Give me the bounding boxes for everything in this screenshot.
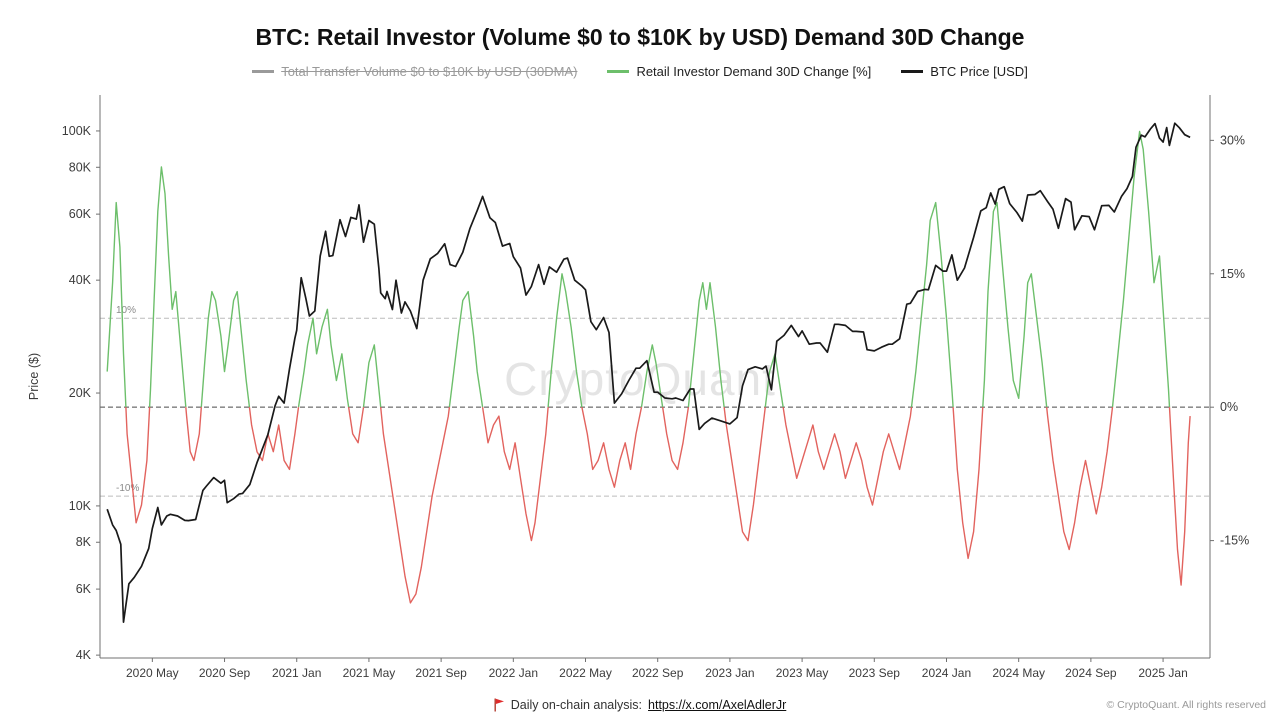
footer-link[interactable]: https://x.com/AxelAdlerJr (648, 698, 787, 712)
chart-title: BTC: Retail Investor (Volume $0 to $10K … (255, 24, 1025, 50)
x-tick-label: 2020 Sep (199, 666, 251, 680)
y-tick-label-left: 40K (69, 273, 92, 287)
x-tick-label: 2022 May (559, 666, 612, 680)
x-tick-label: 2021 May (343, 666, 396, 680)
legend: Total Transfer Volume $0 to $10K by USD … (0, 64, 1280, 79)
ref-line-label: -10% (116, 483, 139, 494)
y-tick-label-left: 20K (69, 386, 92, 400)
x-tick-label: 2021 Jan (272, 666, 321, 680)
demand-line-negative (125, 407, 1191, 604)
y-tick-label-left: 80K (69, 160, 92, 174)
x-tick-label: 2025 Jan (1138, 666, 1187, 680)
x-tick-label: 2024 Sep (1065, 666, 1117, 680)
y-axis-title-left: Price ($) (27, 353, 41, 400)
x-tick-label: 2021 Sep (415, 666, 467, 680)
copyright-text: © CryptoQuant. All rights reserved (1106, 699, 1266, 711)
y-tick-label-right: 30% (1220, 133, 1245, 147)
legend-line-marker-icon (607, 70, 630, 73)
legend-item-btc-price[interactable]: BTC Price [USD] (901, 64, 1028, 79)
legend-line-marker-icon (901, 70, 924, 73)
y-tick-label-left: 100K (62, 124, 92, 138)
x-tick-label: 2023 Jan (705, 666, 754, 680)
y-tick-label-left: 6K (76, 582, 92, 596)
legend-label: Total Transfer Volume $0 to $10K by USD … (281, 64, 578, 79)
ref-line-label: 10% (116, 305, 136, 316)
footer-note: Daily on-chain analysis: https://x.com/A… (0, 698, 1280, 712)
demand-line-positive (106, 130, 1171, 408)
x-tick-label: 2024 Jan (922, 666, 971, 680)
y-tick-label-left: 60K (69, 207, 92, 221)
legend-item-retail-demand[interactable]: Retail Investor Demand 30D Change [%] (607, 64, 871, 79)
x-tick-label: 2022 Sep (632, 666, 684, 680)
legend-line-marker-icon (252, 70, 275, 73)
x-tick-label: 2023 Sep (849, 666, 901, 680)
x-tick-label: 2020 May (126, 666, 179, 680)
y-tick-label-right: -15% (1220, 534, 1249, 548)
y-tick-label-left: 4K (76, 648, 92, 662)
x-tick-label: 2023 May (776, 666, 829, 680)
x-tick-label: 2024 May (992, 666, 1045, 680)
y-tick-label-left: 8K (76, 535, 92, 549)
footer-note-label: Daily on-chain analysis: (510, 698, 643, 712)
red-flag-icon (494, 698, 505, 712)
y-tick-label-left: 10K (69, 499, 92, 513)
y-tick-label-right: 0% (1220, 400, 1238, 414)
legend-label: Retail Investor Demand 30D Change [%] (636, 64, 872, 79)
legend-label: BTC Price [USD] (930, 64, 1028, 79)
price-line (106, 122, 1191, 623)
y-tick-label-right: 15% (1220, 267, 1245, 281)
x-tick-label: 2022 Jan (489, 666, 538, 680)
legend-item-total-transfer-volume[interactable]: Total Transfer Volume $0 to $10K by USD … (252, 64, 577, 79)
